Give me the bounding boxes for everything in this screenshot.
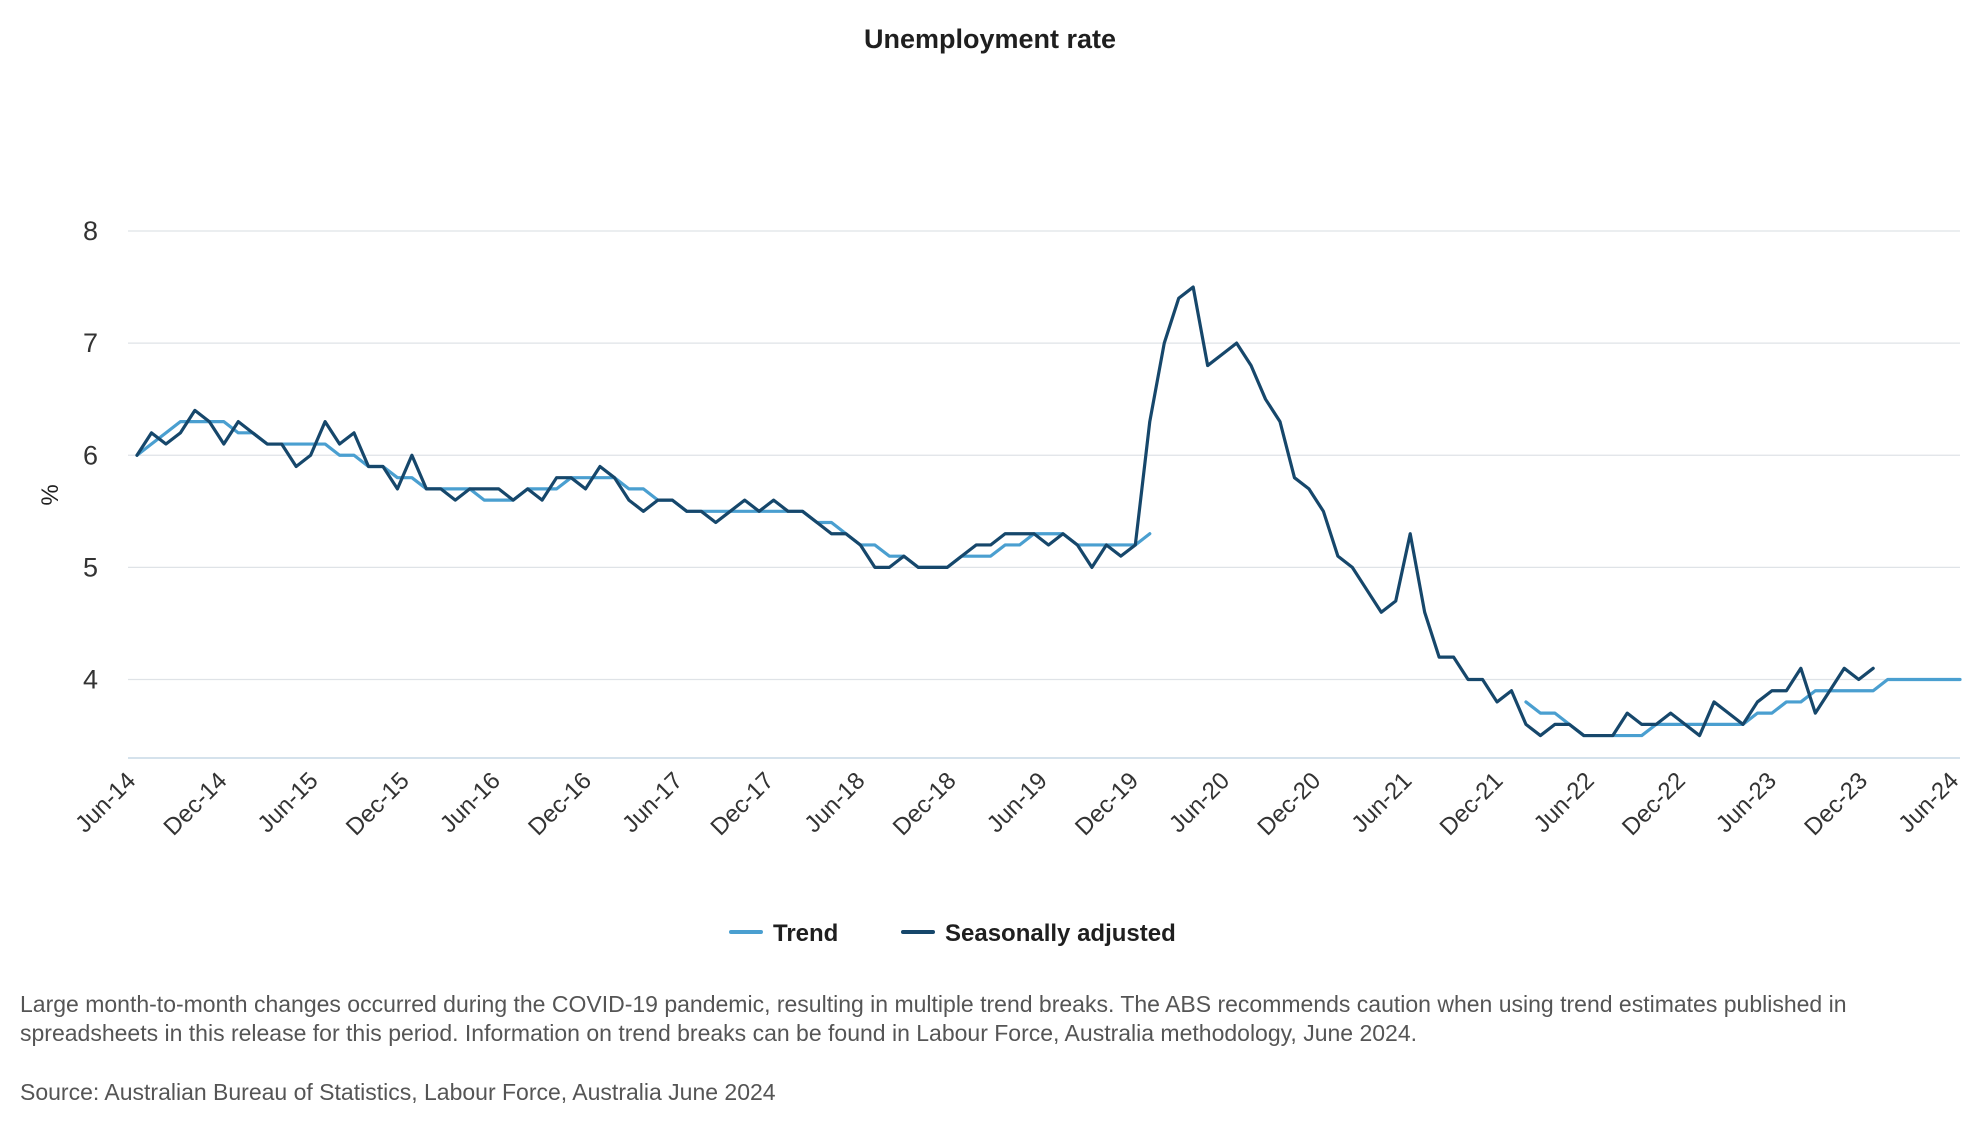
x-tick-label: Dec-20 — [1252, 767, 1326, 841]
series-line-trend — [135, 420, 1962, 738]
series-lines — [135, 285, 1962, 738]
x-tick-label: Dec-17 — [705, 767, 779, 841]
x-tick-label: Dec-21 — [1435, 767, 1509, 841]
x-tick-label: Jun-16 — [435, 767, 506, 838]
y-tick-label: 7 — [83, 328, 98, 358]
x-tick-label: Jun-14 — [70, 767, 141, 838]
x-tick-label: Dec-15 — [341, 767, 415, 841]
x-axis-ticks: Jun-14 Dec-14 Jun-15 Dec-15 Jun-16 Dec-16 Jun-… — [70, 767, 1964, 841]
legend-label: Seasonally adjusted — [945, 920, 1176, 947]
y-tick-label: 6 — [83, 440, 98, 470]
x-tick-label: Dec-22 — [1617, 767, 1691, 841]
x-tick-label: Jun-24 — [1893, 767, 1964, 838]
x-tick-label: Dec-16 — [523, 767, 597, 841]
legend: Trend Seasonally adjusted — [729, 920, 1176, 947]
covid-note: Large month-to-month changes occurred du… — [20, 991, 1847, 1046]
x-tick-label: Jun-23 — [1711, 767, 1782, 838]
x-tick-label: Jun-19 — [982, 767, 1053, 838]
y-tick-label: 5 — [83, 552, 98, 582]
x-tick-label: Dec-19 — [1070, 767, 1144, 841]
series-line-seasonally-adjusted — [135, 285, 1875, 738]
x-tick-label: Dec-23 — [1799, 767, 1873, 841]
x-tick-label: Jun-22 — [1529, 767, 1600, 838]
legend-label: Trend — [773, 920, 838, 947]
x-tick-label: Jun-17 — [617, 767, 688, 838]
source-note: Source: Australian Bureau of Statistics,… — [20, 1079, 776, 1105]
chart-notes: Large month-to-month changes occurred du… — [20, 990, 1920, 1107]
y-axis-ticks: 4 5 6 7 8 — [83, 216, 98, 695]
x-tick-label: Dec-14 — [159, 767, 233, 841]
y-axis-label: % — [37, 484, 64, 505]
x-tick-label: Jun-20 — [1164, 767, 1235, 838]
x-tick-label: Jun-15 — [253, 767, 324, 838]
x-tick-label: Jun-21 — [1346, 767, 1417, 838]
x-tick-label: Dec-18 — [888, 767, 962, 841]
y-tick-label: 4 — [83, 665, 98, 695]
y-tick-label: 8 — [83, 216, 98, 246]
gridlines — [128, 230, 1960, 681]
chart-title: Unemployment rate — [864, 24, 1116, 54]
x-tick-label: Jun-18 — [799, 767, 870, 838]
